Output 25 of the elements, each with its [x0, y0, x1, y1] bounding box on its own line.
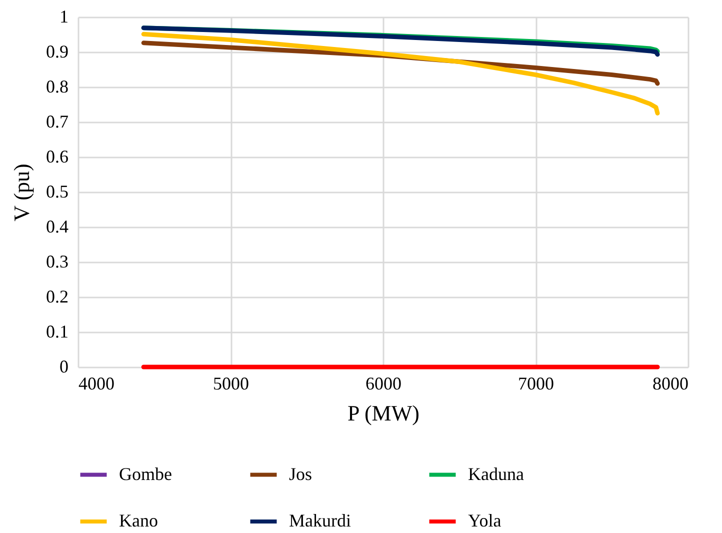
- legend-label: Makurdi: [289, 510, 351, 530]
- y-tick-label: 0.5: [46, 182, 68, 202]
- y-tick-label: 0.4: [46, 216, 68, 236]
- legend-label: Kaduna: [468, 464, 524, 484]
- legend-label: Yola: [468, 510, 502, 530]
- x-tick-label: 6000: [366, 374, 402, 394]
- x-axis-title: P (MW): [348, 400, 420, 426]
- legend-label: Gombe: [119, 464, 172, 484]
- legend-label: Kano: [119, 510, 158, 530]
- y-tick-label: 0: [60, 356, 68, 376]
- y-tick-label: 0.8: [46, 76, 68, 96]
- y-axis-title: V (pu): [9, 164, 34, 222]
- y-tick-label: 0.2: [46, 286, 68, 306]
- y-tick-label: 0.3: [46, 252, 68, 272]
- y-tick-label: 0.6: [46, 146, 68, 166]
- legend-label: Jos: [289, 464, 312, 484]
- y-tick-label: 1: [60, 6, 68, 26]
- x-tick-label: 5000: [213, 374, 249, 394]
- y-tick-label: 0.1: [46, 322, 68, 342]
- x-tick-label: 4000: [78, 374, 114, 394]
- x-tick-label: 7000: [518, 374, 554, 394]
- y-tick-label: 0.9: [46, 42, 68, 62]
- x-tick-label: 8000: [652, 374, 688, 394]
- y-tick-label: 0.7: [46, 112, 68, 132]
- line-series: [141, 32, 660, 116]
